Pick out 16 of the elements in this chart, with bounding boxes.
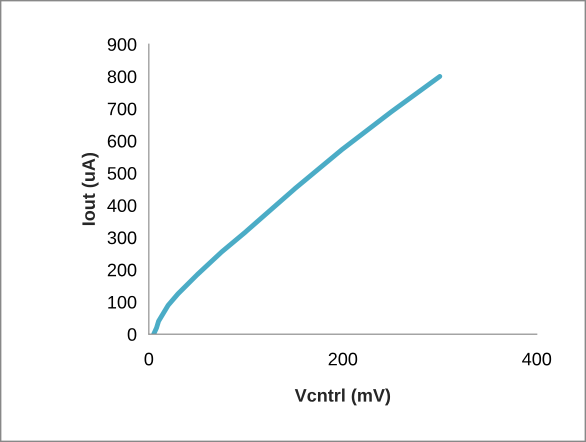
x-tick-label: 0 <box>144 352 154 366</box>
y-tick-label: 100 <box>108 296 136 309</box>
y-tick-label: 500 <box>108 167 136 180</box>
x-tick-label: 400 <box>522 352 552 366</box>
line-series <box>151 74 442 334</box>
x-tick-label: 200 <box>328 352 358 366</box>
y-tick-label: 700 <box>108 102 136 116</box>
y-tick-label: 0 <box>128 328 136 341</box>
y-tick-label: 300 <box>108 231 136 244</box>
y-tick-label: 600 <box>108 134 136 148</box>
y-tick-label: 800 <box>108 70 136 84</box>
y-tick-label: 400 <box>107 199 136 212</box>
y-tick-label: 900 <box>108 38 136 51</box>
y-tick-label: 200 <box>108 264 136 276</box>
y-axis-title: Iout (uA) <box>82 152 99 226</box>
x-axis-title: Vcntrl (mV) <box>294 388 390 406</box>
